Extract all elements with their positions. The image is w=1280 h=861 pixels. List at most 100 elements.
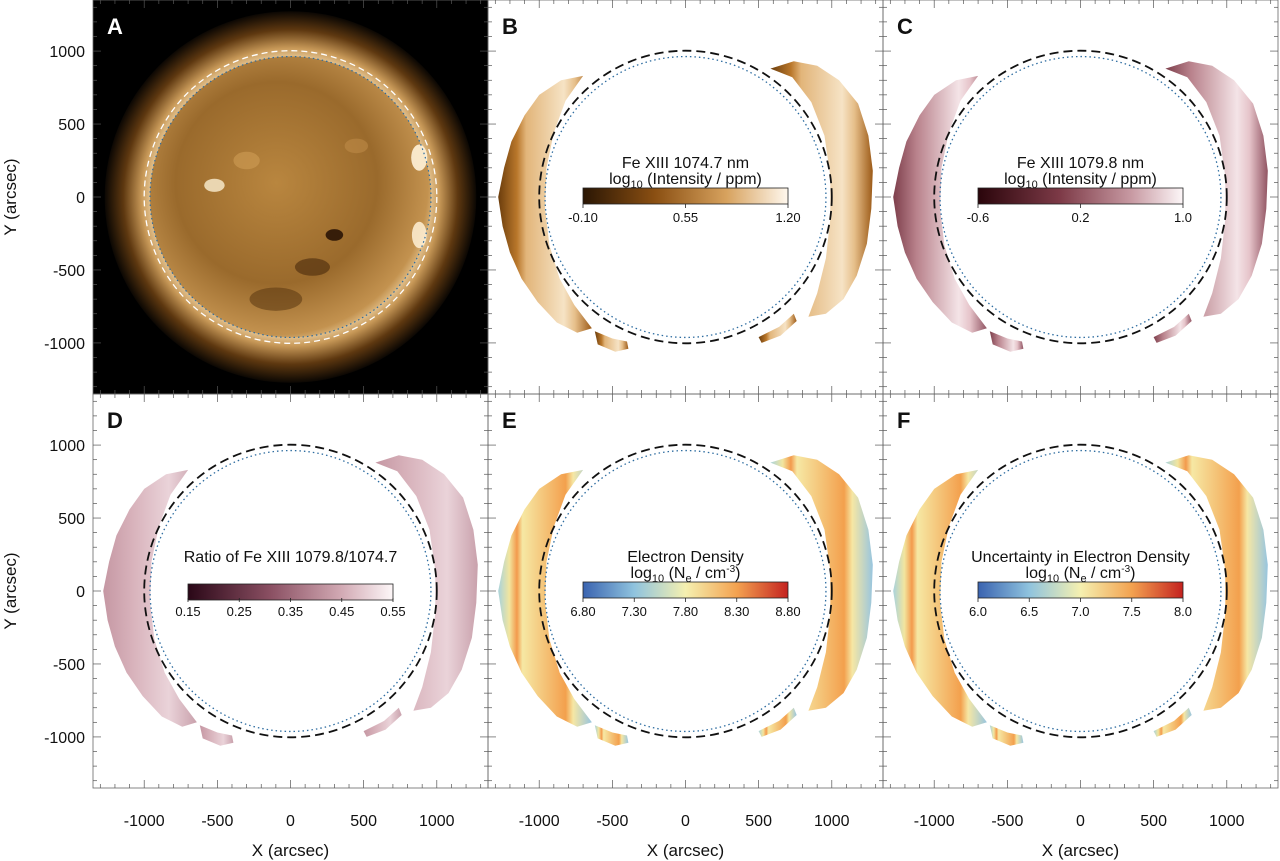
- panel-letter: B: [502, 14, 518, 39]
- colorbar: [582, 581, 789, 599]
- x-tick-label: 500: [1140, 813, 1167, 830]
- colorbar-title: Ratio of Fe XIII 1079.8/1074.7: [184, 549, 398, 566]
- colorbar-tick-label: 1.20: [775, 210, 800, 225]
- colorbar-tick-label: 0.35: [278, 604, 303, 619]
- y-tick-label: -500: [53, 263, 85, 280]
- colorbar-unit: log10 (Intensity / ppm): [1004, 171, 1157, 191]
- limb-dashed-circle: [933, 443, 1228, 739]
- corona-west-limb: [770, 455, 873, 711]
- colorbar-tick-label: 7.0: [1071, 604, 1089, 619]
- x-tick-label: 0: [681, 813, 690, 830]
- corona-fragment: [1153, 707, 1192, 737]
- colorbar-tick-label: 8.30: [724, 604, 749, 619]
- panel-letter: D: [107, 408, 123, 433]
- limb-dotted-circle: [149, 449, 432, 733]
- x-axis-title: X (arcsec): [647, 841, 724, 860]
- euv-feature: [233, 151, 260, 170]
- colorbar-title: Fe XIII 1079.8 nm: [1017, 155, 1144, 172]
- limb-dashed-circle: [538, 443, 833, 739]
- corona-fragment: [758, 707, 797, 737]
- panel-a: A: [92, 0, 489, 395]
- colorbar-tick-label: 0.55: [380, 604, 405, 619]
- limb-dotted-circle: [149, 55, 432, 339]
- y-tick-label: 0: [76, 190, 85, 207]
- colorbar-title: Electron Density: [627, 549, 744, 566]
- limb-dotted-circle: [544, 449, 827, 733]
- corona-east-limb: [498, 75, 592, 333]
- colorbar-tick-label: -0.6: [967, 210, 989, 225]
- x-tick-label: -500: [596, 813, 628, 830]
- corona-fragment: [199, 725, 234, 746]
- euv-feature: [204, 178, 225, 192]
- x-tick-label: -1000: [914, 813, 955, 830]
- colorbar-title: Fe XIII 1074.7 nm: [622, 155, 749, 172]
- panel-letter: C: [897, 14, 913, 39]
- corona-west-limb: [1165, 455, 1268, 711]
- colorbar: [187, 583, 394, 601]
- colorbar-tick-label: 6.0: [969, 604, 987, 619]
- colorbar-tick-label: 0.45: [329, 604, 354, 619]
- y-tick-label: 1000: [49, 44, 85, 61]
- x-tick-label: 500: [350, 813, 377, 830]
- corona-east-limb: [893, 469, 987, 727]
- corona-west-limb: [375, 455, 478, 711]
- corona-fragment: [989, 725, 1024, 746]
- euv-solar-disk: [150, 56, 431, 338]
- x-tick-label: 1000: [814, 813, 850, 830]
- x-tick-label: 1000: [1209, 813, 1245, 830]
- colorbar-tick-label: 1.0: [1174, 210, 1192, 225]
- colorbar-tick-label: -0.10: [568, 210, 598, 225]
- corona-east-limb: [103, 469, 197, 727]
- y-tick-label: 1000: [49, 438, 85, 455]
- y-axis-title: Y (arcsec): [1, 158, 20, 235]
- colorbar-tick-label: 0.25: [227, 604, 252, 619]
- corona-fragment: [989, 331, 1024, 352]
- colorbar: [977, 581, 1184, 599]
- limb-dotted-circle: [544, 55, 827, 339]
- colorbar: [977, 187, 1184, 205]
- colorbar-tick-label: 0.2: [1071, 210, 1089, 225]
- colorbar-title: Uncertainty in Electron Density: [971, 549, 1190, 566]
- colorbar-tick-label: 8.80: [775, 604, 800, 619]
- y-axis-title: Y (arcsec): [1, 552, 20, 629]
- corona-fragment: [594, 725, 629, 746]
- panel-letter: F: [897, 408, 910, 433]
- x-axis-title: X (arcsec): [1042, 841, 1119, 860]
- x-tick-label: 0: [1076, 813, 1085, 830]
- x-tick-label: -500: [201, 813, 233, 830]
- y-tick-label: 0: [76, 584, 85, 601]
- panel-letter: A: [107, 14, 123, 39]
- colorbar-tick-label: 7.30: [622, 604, 647, 619]
- colorbar: [582, 187, 789, 205]
- colorbar-tick-label: 6.80: [570, 604, 595, 619]
- x-tick-label: 1000: [419, 813, 455, 830]
- corona-west-limb: [770, 61, 873, 317]
- y-tick-label: -500: [53, 657, 85, 674]
- euv-feature: [411, 221, 427, 249]
- colorbar-tick-label: 7.80: [673, 604, 698, 619]
- y-tick-label: -1000: [44, 336, 85, 353]
- limb-dashed-circle: [143, 443, 438, 739]
- colorbar-tick-label: 0.55: [673, 210, 698, 225]
- x-tick-label: 0: [286, 813, 295, 830]
- colorbar-tick-label: 7.5: [1123, 604, 1141, 619]
- corona-fragment: [594, 331, 629, 352]
- limb-dashed-circle: [143, 50, 438, 344]
- x-tick-label: -500: [991, 813, 1023, 830]
- colorbar-tick-label: 0.15: [175, 604, 200, 619]
- euv-feature: [325, 229, 344, 241]
- euv-feature: [411, 144, 428, 171]
- euv-feature: [249, 287, 303, 311]
- colorbar-tick-label: 8.0: [1174, 604, 1192, 619]
- colorbar-tick-label: 6.5: [1020, 604, 1038, 619]
- panel-letter: E: [502, 408, 517, 433]
- y-tick-label: 500: [58, 511, 85, 528]
- limb-dotted-circle: [939, 449, 1222, 733]
- corona-fragment: [363, 707, 402, 737]
